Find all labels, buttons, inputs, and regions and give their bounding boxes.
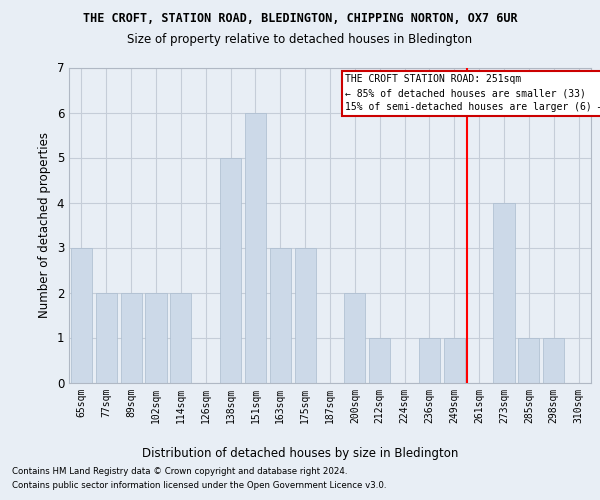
- Bar: [96, 292, 117, 382]
- Bar: [419, 338, 440, 382]
- Text: THE CROFT, STATION ROAD, BLEDINGTON, CHIPPING NORTON, OX7 6UR: THE CROFT, STATION ROAD, BLEDINGTON, CHI…: [83, 12, 517, 26]
- Bar: [369, 338, 390, 382]
- Bar: [121, 292, 142, 382]
- Bar: [220, 158, 241, 382]
- Bar: [543, 338, 564, 382]
- Text: Distribution of detached houses by size in Bledington: Distribution of detached houses by size …: [142, 448, 458, 460]
- Bar: [344, 292, 365, 382]
- Y-axis label: Number of detached properties: Number of detached properties: [38, 132, 51, 318]
- Bar: [145, 292, 167, 382]
- Text: Size of property relative to detached houses in Bledington: Size of property relative to detached ho…: [127, 32, 473, 46]
- Bar: [493, 202, 515, 382]
- Bar: [245, 112, 266, 382]
- Bar: [444, 338, 465, 382]
- Text: Contains public sector information licensed under the Open Government Licence v3: Contains public sector information licen…: [12, 481, 386, 490]
- Text: THE CROFT STATION ROAD: 251sqm
← 85% of detached houses are smaller (33)
15% of : THE CROFT STATION ROAD: 251sqm ← 85% of …: [345, 74, 600, 112]
- Bar: [518, 338, 539, 382]
- Bar: [71, 248, 92, 382]
- Bar: [170, 292, 191, 382]
- Text: Contains HM Land Registry data © Crown copyright and database right 2024.: Contains HM Land Registry data © Crown c…: [12, 467, 347, 476]
- Bar: [295, 248, 316, 382]
- Bar: [270, 248, 291, 382]
